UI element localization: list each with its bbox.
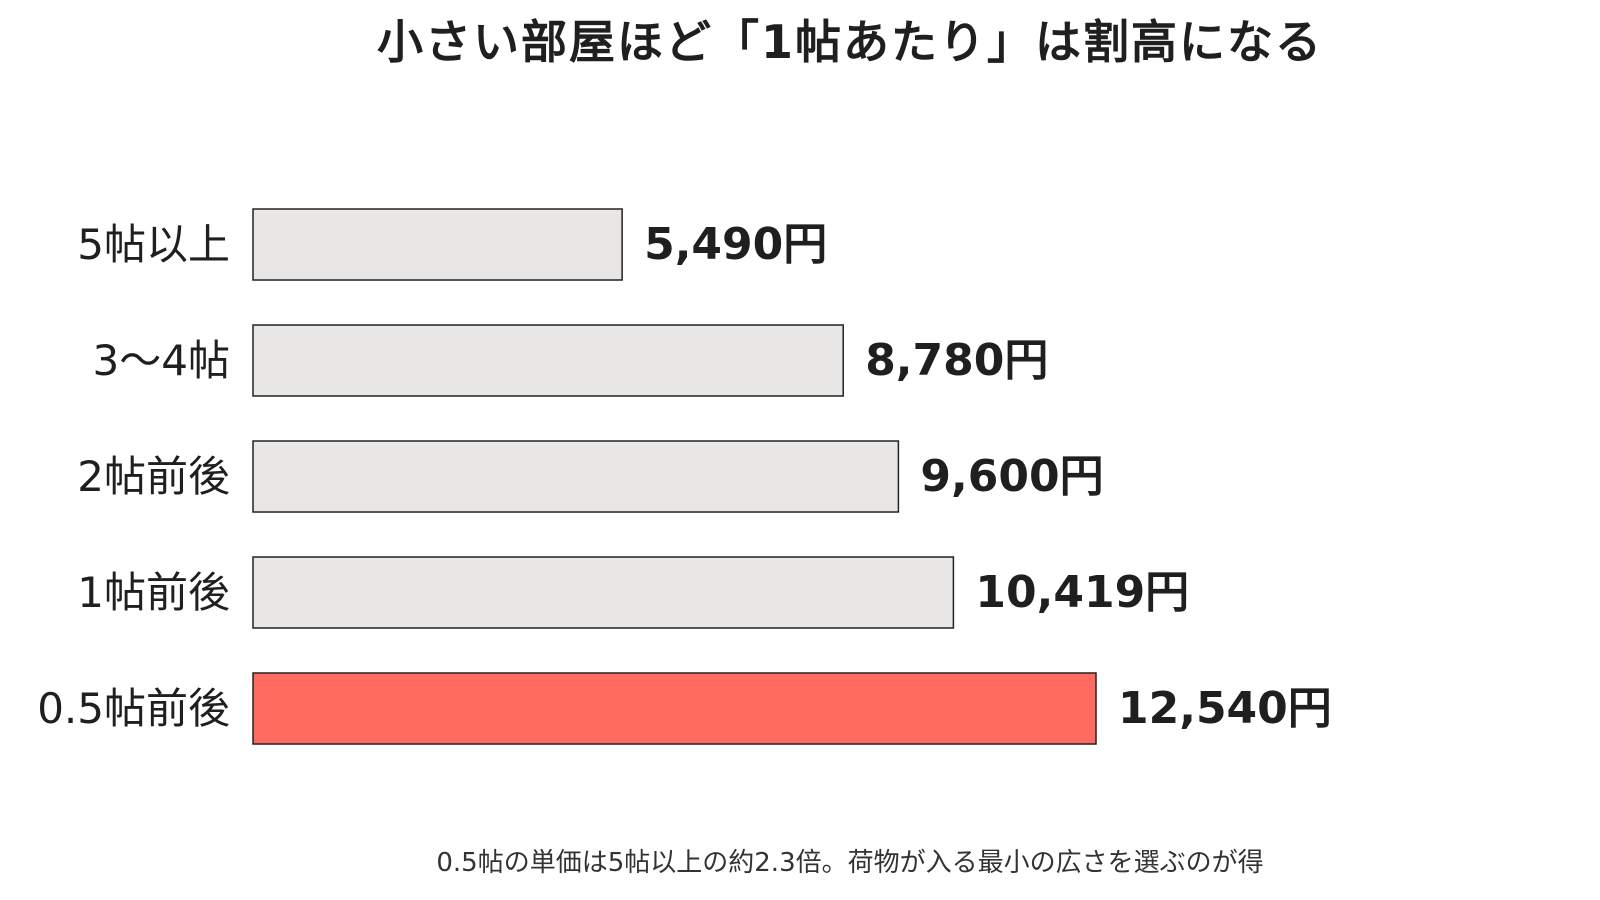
value-label-3: 10,419円 <box>975 567 1189 618</box>
category-label-1: 3〜4帖 <box>93 336 230 385</box>
bar-3 <box>252 556 955 629</box>
value-label-2: 9,600円 <box>920 451 1103 502</box>
chart-footnote: 0.5帖の単価は5帖以上の約2.3倍。荷物が入る最小の広さを選ぶのが得 <box>436 848 1264 878</box>
category-label-2: 2帖前後 <box>77 452 230 501</box>
category-label-4: 0.5帖前後 <box>37 684 230 733</box>
bar-2 <box>252 440 900 513</box>
bar-4 <box>252 672 1097 745</box>
value-label-1: 8,780円 <box>865 335 1048 386</box>
value-label-4: 12,540円 <box>1118 683 1332 734</box>
bar-0 <box>252 208 623 281</box>
value-label-0: 5,490円 <box>644 219 827 270</box>
category-label-0: 5帖以上 <box>77 220 230 269</box>
bar-1 <box>252 324 844 397</box>
chart-title: 小さい部屋ほど「1帖あたり」は割高になる <box>376 15 1323 69</box>
category-label-3: 1帖前後 <box>77 568 230 617</box>
